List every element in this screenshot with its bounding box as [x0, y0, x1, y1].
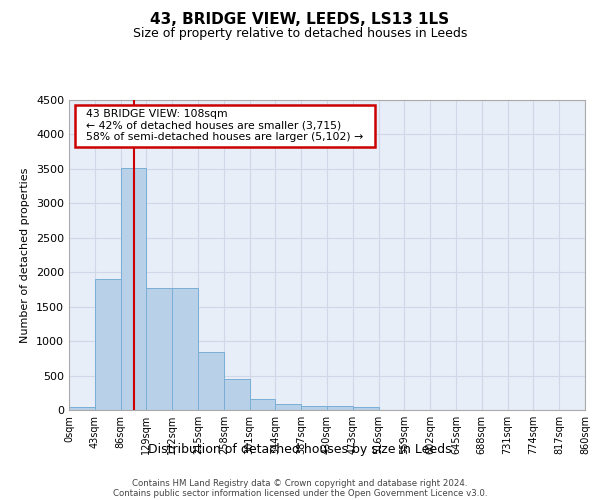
Bar: [327, 406, 353, 410]
Text: Contains public sector information licensed under the Open Government Licence v3: Contains public sector information licen…: [113, 488, 487, 498]
Bar: [275, 404, 301, 410]
Bar: [146, 288, 172, 410]
Bar: [198, 352, 224, 410]
Text: 43, BRIDGE VIEW, LEEDS, LS13 1LS: 43, BRIDGE VIEW, LEEDS, LS13 1LS: [151, 12, 449, 28]
Bar: [121, 168, 146, 410]
Bar: [250, 399, 275, 410]
Bar: [224, 378, 250, 410]
Bar: [95, 279, 121, 410]
Y-axis label: Number of detached properties: Number of detached properties: [20, 168, 31, 342]
Text: 43 BRIDGE VIEW: 108sqm  
  ← 42% of detached houses are smaller (3,715)  
  58% : 43 BRIDGE VIEW: 108sqm ← 42% of detached…: [79, 110, 371, 142]
Bar: [172, 288, 198, 410]
Text: Distribution of detached houses by size in Leeds: Distribution of detached houses by size …: [148, 444, 452, 456]
Text: Size of property relative to detached houses in Leeds: Size of property relative to detached ho…: [133, 28, 467, 40]
Bar: [301, 406, 327, 410]
Bar: [353, 408, 379, 410]
Bar: [69, 406, 95, 410]
Text: Contains HM Land Registry data © Crown copyright and database right 2024.: Contains HM Land Registry data © Crown c…: [132, 478, 468, 488]
